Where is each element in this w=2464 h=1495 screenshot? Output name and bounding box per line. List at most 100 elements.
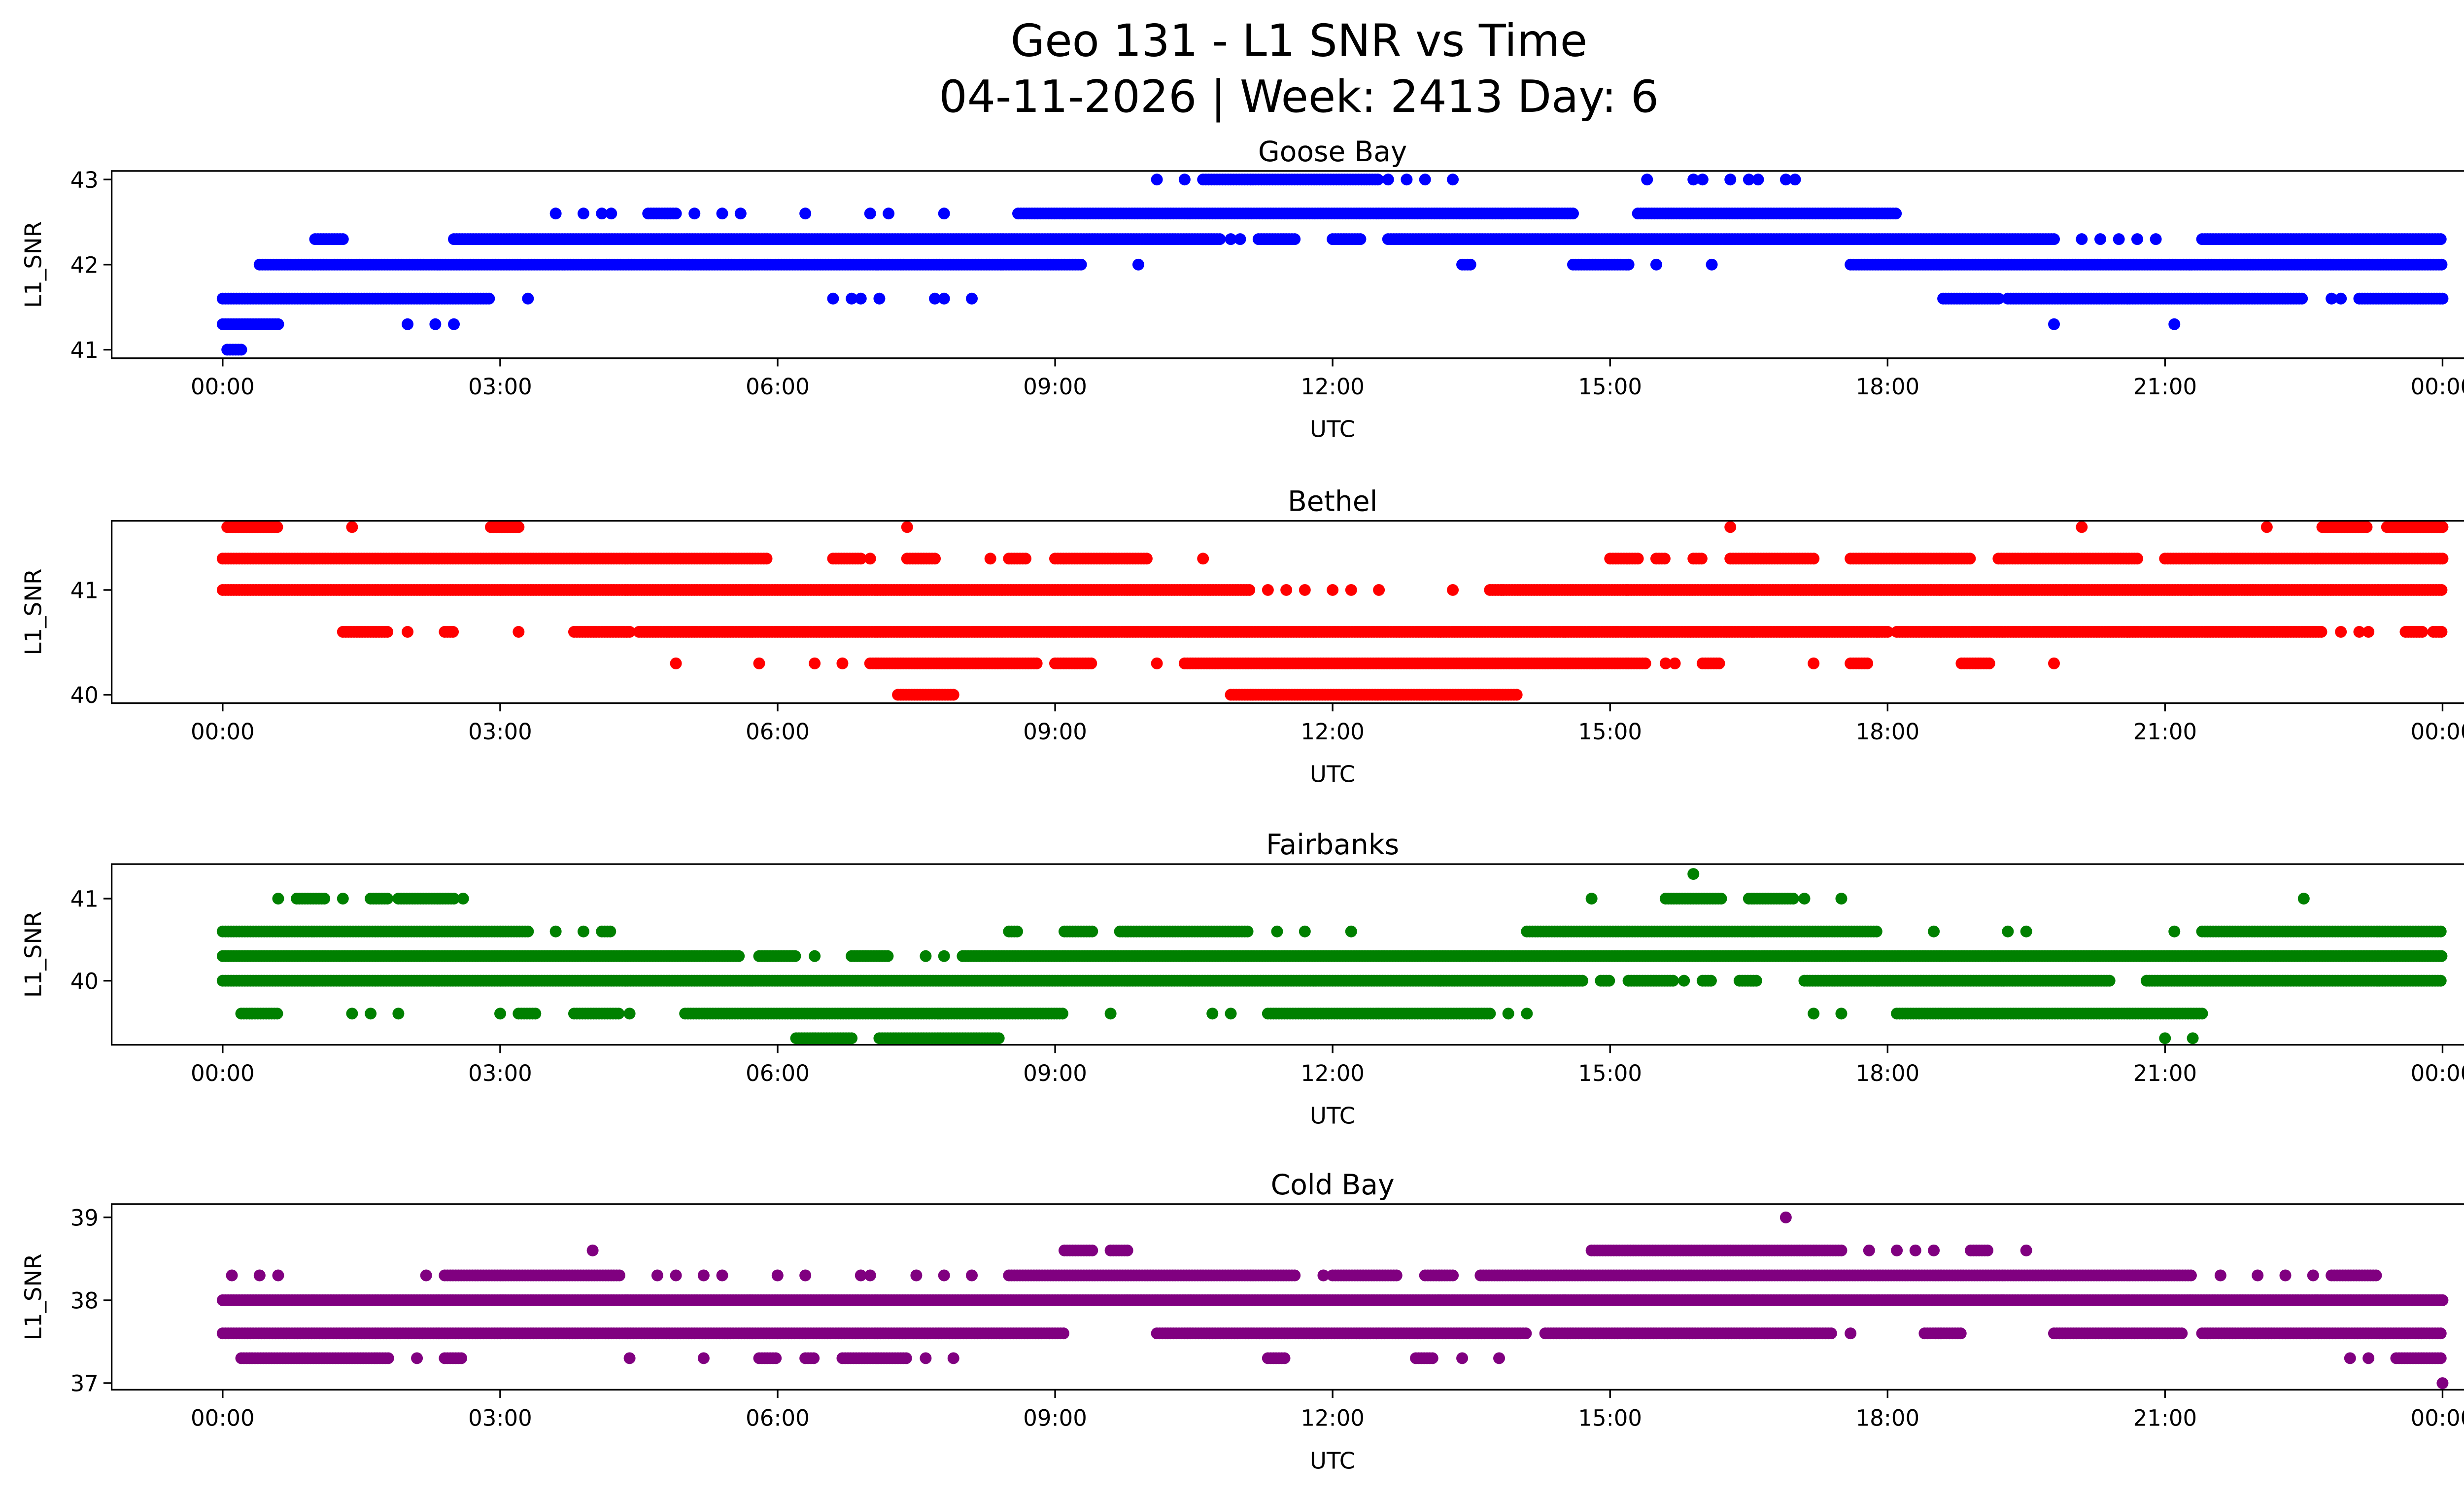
data-point: [402, 626, 414, 638]
x-tick-label: 00:00: [2411, 374, 2464, 400]
data-point: [1752, 174, 1764, 186]
data-point: [1870, 925, 1882, 938]
data-point: [1132, 258, 1144, 271]
data-point: [929, 292, 941, 305]
data-point: [1030, 657, 1043, 669]
data-point: [1567, 208, 1579, 220]
x-tick-label: 15:00: [1578, 719, 1642, 745]
data-point: [346, 521, 358, 533]
data-point: [447, 626, 459, 638]
data-point: [1140, 553, 1153, 565]
x-tick-label: 09:00: [1023, 719, 1087, 745]
data-point: [1585, 893, 1598, 905]
data-point: [938, 292, 950, 305]
data-point: [2434, 233, 2447, 245]
data-point: [381, 626, 394, 638]
data-point: [901, 521, 913, 533]
x-tick-label: 12:00: [1300, 374, 1365, 400]
y-axis-label: L1_SNR: [20, 569, 47, 656]
data-point: [1241, 925, 1254, 938]
data-point: [1011, 925, 1024, 938]
data-point: [1151, 657, 1163, 669]
data-point: [2361, 521, 2373, 533]
data-point: [1299, 584, 1311, 596]
data-point: [1687, 174, 1700, 186]
data-points: [216, 174, 2449, 356]
data-point: [1345, 925, 1357, 938]
data-point: [1151, 174, 1163, 186]
data-point: [604, 925, 616, 938]
data-point: [549, 925, 562, 938]
data-point: [1373, 584, 1385, 596]
data-point: [947, 689, 959, 701]
data-point: [1234, 233, 1246, 245]
data-point: [448, 318, 460, 330]
data-point: [1992, 292, 2005, 305]
y-tick-label: 41: [70, 578, 99, 604]
data-point: [2048, 318, 2060, 330]
data-point: [2076, 521, 2088, 533]
data-point: [1299, 925, 1311, 938]
x-tick-label: 06:00: [746, 719, 810, 745]
data-point: [2168, 925, 2181, 938]
x-axis-label: UTC: [1310, 761, 1355, 788]
data-point: [522, 925, 534, 938]
data-point: [1658, 553, 1671, 565]
data-point: [2362, 626, 2375, 638]
data-point: [1225, 233, 1237, 245]
data-point: [1382, 174, 1394, 186]
data-point: [1641, 174, 1653, 186]
data-point: [799, 208, 812, 220]
data-point: [337, 233, 349, 245]
data-point: [1706, 258, 1718, 271]
data-point: [2260, 521, 2273, 533]
data-point: [1327, 584, 1339, 596]
data-point: [789, 950, 801, 962]
data-point: [402, 318, 414, 330]
data-point: [1789, 174, 1801, 186]
data-point: [753, 657, 765, 669]
data-point: [2094, 233, 2106, 245]
data-point: [760, 553, 773, 565]
data-point: [457, 893, 469, 905]
data-point: [1724, 174, 1737, 186]
data-point: [1510, 689, 1523, 701]
data-point: [2436, 292, 2449, 305]
data-point: [1271, 925, 1283, 938]
data-point: [1787, 893, 1799, 905]
data-point: [1861, 657, 1874, 669]
data-point: [2002, 925, 2014, 938]
data-point: [1687, 868, 1700, 880]
x-tick-label: 00:00: [2411, 719, 2464, 745]
data-point: [235, 344, 247, 356]
data-point: [2416, 626, 2429, 638]
data-point: [836, 657, 849, 669]
subplot-title: Fairbanks: [1266, 829, 1399, 861]
data-point: [873, 292, 886, 305]
data-point: [1808, 657, 1820, 669]
data-point: [855, 292, 867, 305]
data-point: [1890, 208, 1902, 220]
data-point: [1020, 553, 1031, 565]
data-point: [1280, 584, 1293, 596]
data-point: [2020, 925, 2032, 938]
x-tick-label: 21:00: [2133, 719, 2197, 745]
data-point: [2048, 233, 2060, 245]
x-tick-label: 00:00: [191, 374, 255, 400]
data-point: [846, 292, 858, 305]
data-point: [734, 208, 747, 220]
data-point: [577, 208, 589, 220]
data-point: [1345, 584, 1357, 596]
data-point: [1464, 258, 1476, 271]
y-axis-label: L1_SNR: [20, 221, 47, 308]
data-point: [1178, 174, 1191, 186]
data-point: [1780, 174, 1792, 186]
data-point: [1743, 174, 1755, 186]
data-point: [2434, 925, 2447, 938]
data-point: [688, 208, 701, 220]
subplot-title: Goose Bay: [1258, 136, 1407, 168]
data-point: [1085, 657, 1097, 669]
subplot-title: Bethel: [1288, 486, 1377, 518]
data-point: [2076, 233, 2088, 245]
